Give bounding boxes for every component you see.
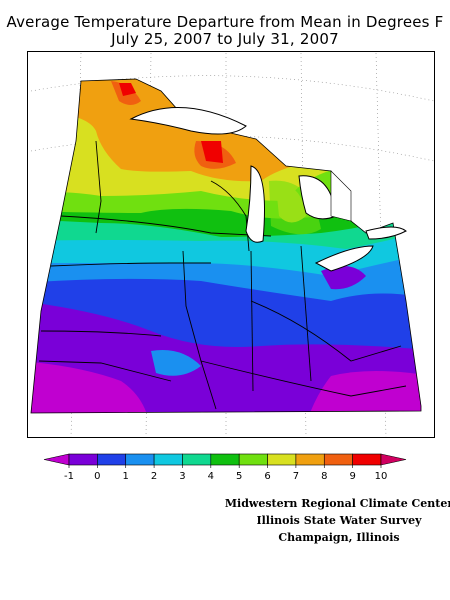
legend-tick-label: 10 bbox=[375, 471, 388, 482]
credit-isws: Illinois State Water Survey bbox=[256, 514, 422, 527]
ia-mn-border bbox=[60, 215, 272, 237]
zone-neg1-degree-west bbox=[31, 361, 151, 413]
lake-michigan bbox=[245, 165, 265, 243]
ks-mo-border bbox=[40, 330, 162, 337]
zone-0-degree-ohio bbox=[321, 266, 366, 290]
legend-tick-label: 6 bbox=[264, 471, 270, 482]
legend-tick-label: 0 bbox=[94, 471, 100, 482]
lake-superior bbox=[129, 107, 247, 135]
legend-tick-label: 5 bbox=[236, 471, 242, 482]
legend-swatch bbox=[68, 453, 98, 466]
il-in-border bbox=[250, 250, 254, 392]
mo-ar-border bbox=[38, 360, 172, 382]
mn-wi-border bbox=[95, 140, 102, 234]
legend-tick-label: 1 bbox=[123, 471, 129, 482]
legend-swatch bbox=[295, 453, 325, 466]
il-mo-border bbox=[182, 250, 217, 410]
legend-swatch bbox=[238, 453, 268, 466]
great-lakes bbox=[129, 107, 407, 272]
legend-swatch bbox=[210, 453, 240, 466]
legend-swatch bbox=[125, 453, 155, 466]
ontario-peninsula bbox=[330, 170, 352, 222]
legend-tick-label: 8 bbox=[321, 471, 327, 482]
legend-arrow-low bbox=[43, 453, 70, 466]
legend-swatch bbox=[323, 453, 353, 466]
color-legend: -1 0 1 2 3 4 5 6 7 8 9 10 bbox=[43, 453, 407, 482]
credit-location: Champaign, Illinois bbox=[278, 531, 400, 544]
temperature-map bbox=[30, 52, 434, 437]
oh-ky-border bbox=[250, 300, 402, 362]
credit-mrcc: Midwestern Regional Climate Center bbox=[224, 497, 450, 510]
map-frame bbox=[27, 51, 435, 438]
legend-swatch bbox=[352, 453, 382, 466]
legend-swatch bbox=[182, 453, 212, 466]
map-title: Average Temperature Departure from Mean … bbox=[6, 13, 444, 31]
zone-2-degree-patch bbox=[151, 350, 201, 376]
zone-6-degree-michigan bbox=[269, 180, 321, 235]
legend-tick-label: 2 bbox=[151, 471, 157, 482]
legend-tick-label: 9 bbox=[349, 471, 355, 482]
zone-10-degree bbox=[201, 141, 223, 163]
zone-neg1-degree-east bbox=[301, 371, 421, 413]
lake-ontario bbox=[365, 226, 407, 240]
legend-tick-label: 3 bbox=[179, 471, 185, 482]
in-oh-border bbox=[300, 245, 312, 382]
map-subtitle-date-range: July 25, 2007 to July 31, 2007 bbox=[111, 30, 339, 48]
legend-swatch bbox=[97, 453, 127, 466]
temperature-field bbox=[31, 79, 421, 413]
zone-10-degree-north bbox=[119, 83, 136, 96]
outside-field bbox=[330, 170, 352, 222]
state-boundaries bbox=[38, 140, 407, 410]
legend-swatch bbox=[267, 453, 297, 466]
mo-ia-border bbox=[50, 262, 211, 267]
lake-huron bbox=[298, 175, 337, 220]
legend-tick-label: 4 bbox=[208, 471, 214, 482]
legend-tick-label: -1 bbox=[64, 471, 74, 482]
legend-arrow-high bbox=[380, 453, 407, 466]
wi-il-border bbox=[210, 180, 250, 252]
lake-erie bbox=[314, 245, 374, 272]
legend-tick-label: 7 bbox=[293, 471, 299, 482]
ky-tn-border bbox=[200, 360, 407, 397]
legend-swatch bbox=[153, 453, 183, 466]
